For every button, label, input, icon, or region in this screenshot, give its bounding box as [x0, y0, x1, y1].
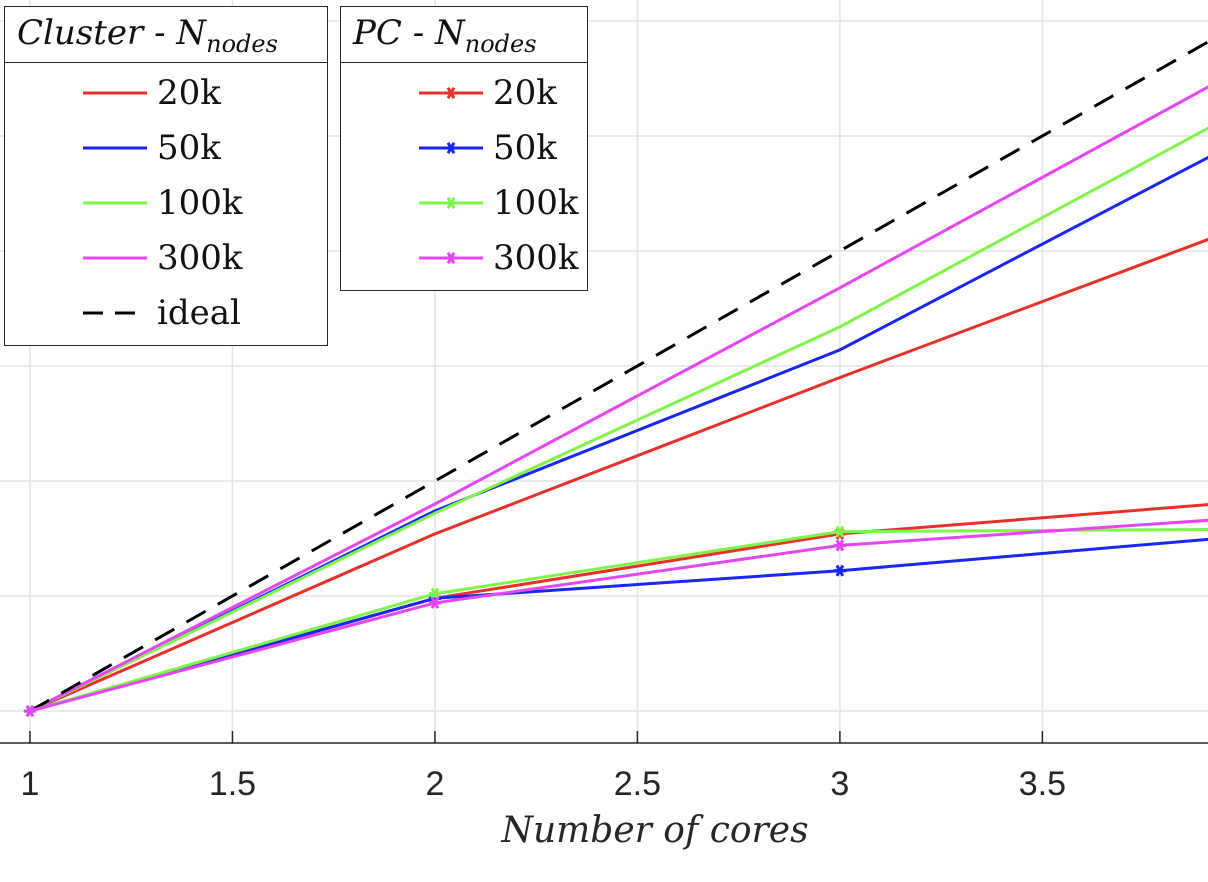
legend-label: 20k: [157, 73, 221, 114]
legend-pc: PC - Nnodes 20k 50k 100k 300k: [340, 6, 588, 291]
legend-entry: 20k: [341, 66, 587, 121]
legend-title: PC - Nnodes: [341, 7, 587, 63]
x-tick-label: 1: [21, 765, 40, 803]
legend-swatch: [419, 252, 483, 265]
x-axis-label: Number of cores: [500, 810, 808, 851]
legend-title: Cluster - Nnodes: [5, 7, 327, 63]
series-pc-300k: [23, 518, 1208, 717]
series-line: [29, 40, 1208, 713]
legend-label: 20k: [493, 73, 557, 114]
legend-cluster: Cluster - Nnodes 20k 50k 100k 300k ideal: [4, 6, 328, 346]
legend-entry: 300k: [341, 231, 587, 286]
series-line: [29, 537, 1208, 713]
x-tick-label: 2.5: [614, 765, 661, 803]
legend-label: 300k: [157, 238, 243, 279]
series-line: [29, 518, 1208, 713]
legend-label: ideal: [157, 293, 241, 334]
legend-entry: 20k: [5, 66, 327, 121]
series-cluster-20k: [29, 237, 1208, 713]
legend-swatch: [419, 87, 483, 100]
series-line: [29, 237, 1208, 713]
legend-label: 50k: [493, 128, 557, 169]
legend-entry: 100k: [5, 176, 327, 231]
legend-swatch: [83, 146, 147, 150]
legend-entry: ideal: [5, 286, 327, 341]
series-pc-100k: [23, 525, 1208, 717]
x-tick-label: 1.5: [209, 765, 256, 803]
legend-entry: 50k: [341, 121, 587, 176]
x-tick-label: 2: [425, 765, 444, 803]
series-cluster-ideal: [29, 40, 1208, 713]
x-tick-label: 3: [830, 765, 849, 803]
legend-entry: 50k: [5, 121, 327, 176]
legend-swatch: [419, 142, 483, 155]
legend-entry: 300k: [5, 231, 327, 286]
series-cluster-300k: [29, 85, 1208, 713]
series-cluster-100k: [29, 126, 1208, 713]
legend-swatch: [83, 91, 147, 95]
legend-label: 50k: [157, 128, 221, 169]
legend-label: 300k: [493, 238, 579, 279]
legend-swatch: [83, 201, 147, 205]
x-tick-label: 3.5: [1019, 765, 1066, 803]
legend-label: 100k: [493, 183, 579, 224]
legend-entry: 100k: [341, 176, 587, 231]
legend-swatch: [83, 311, 147, 315]
legend-label: 100k: [157, 183, 243, 224]
legend-swatch: [83, 256, 147, 260]
series-line: [29, 85, 1208, 713]
series-line: [29, 126, 1208, 713]
legend-swatch: [419, 197, 483, 210]
